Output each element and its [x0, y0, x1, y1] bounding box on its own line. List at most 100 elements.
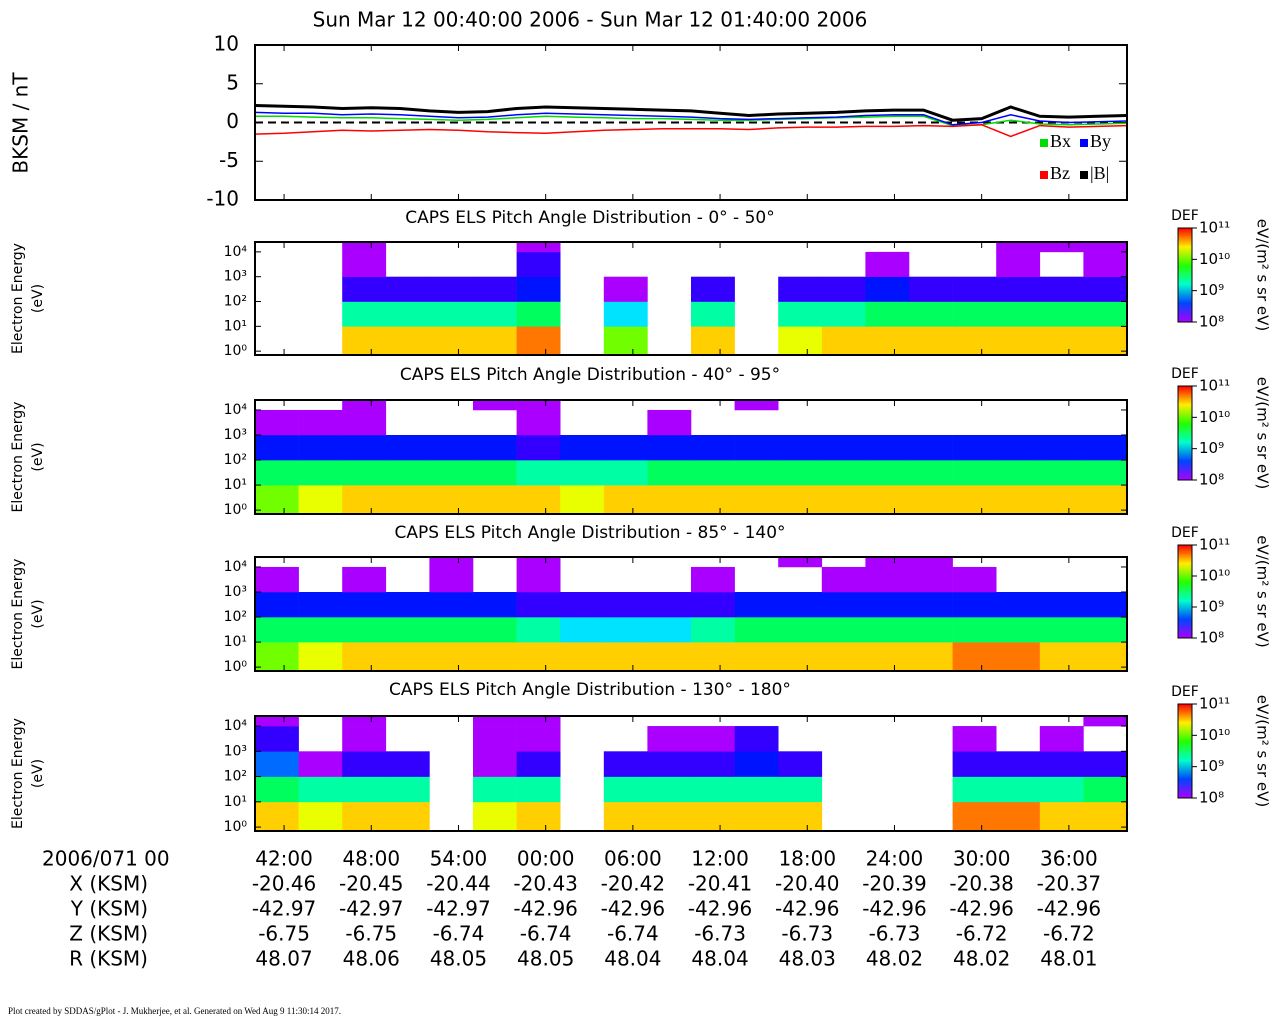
heat-cell [734, 592, 779, 618]
heat-cell [778, 642, 823, 672]
heat-cell [560, 435, 605, 461]
heat-cell [778, 301, 823, 327]
heat-cell [1039, 276, 1084, 302]
y-tick-label: 10 [214, 32, 239, 56]
heat-cell [909, 326, 953, 356]
heat-cell [865, 460, 910, 486]
heat-cell [342, 276, 387, 302]
legend-label: By [1090, 131, 1111, 151]
y-tick-label: 10⁴ [224, 244, 248, 260]
heat-cell [1083, 485, 1128, 515]
heat-cell [473, 485, 517, 515]
heat-cell [778, 435, 823, 461]
heat-cell [560, 642, 605, 672]
heat-cell [429, 460, 474, 486]
heat-cell [429, 435, 474, 461]
heat-cell [473, 716, 517, 727]
heat-cell [255, 485, 299, 515]
heat-cell [778, 617, 823, 643]
heat-cell [952, 751, 997, 777]
heat-cell [691, 276, 735, 302]
heat-cell [342, 251, 387, 277]
heat-cell [560, 485, 605, 515]
panel-title: CAPS ELS Pitch Angle Distribution - 0° -… [405, 208, 774, 228]
heat-cell [385, 751, 430, 777]
heat-cell [734, 485, 779, 515]
heat-cell [647, 617, 692, 643]
heat-cell [865, 592, 910, 618]
colorbar-tick-label: 10¹¹ [1199, 219, 1230, 237]
y-tick-label: 10¹ [224, 477, 247, 493]
heat-cell [342, 617, 387, 643]
colorbar-tick-label: 10⁹ [1199, 598, 1224, 616]
legend-label: |B| [1090, 163, 1109, 183]
heat-cell [255, 617, 299, 643]
ephemeris-value: -6.75 [345, 922, 397, 946]
heat-cell [1039, 326, 1084, 356]
heat-cell [821, 326, 866, 356]
y-tick-label: 10⁰ [224, 659, 248, 675]
heat-cell [473, 301, 517, 327]
heat-cell [603, 326, 648, 356]
heat-cell [342, 400, 387, 411]
heat-cell [1083, 460, 1128, 486]
heat-cell [865, 642, 910, 672]
heat-cell [385, 642, 430, 672]
y-tick-label: 10⁴ [224, 402, 248, 418]
panel-title: CAPS ELS Pitch Angle Distribution - 40° … [400, 365, 780, 385]
heat-cell [473, 435, 517, 461]
heat-cell [1083, 801, 1128, 832]
heat-cell [909, 485, 953, 515]
heat-cell [691, 617, 735, 643]
heat-cell [1083, 617, 1128, 643]
colorbar-label: eV/(m² s sr eV) [1254, 535, 1272, 647]
heat-cell [516, 400, 561, 411]
heat-cell [691, 566, 735, 593]
heat-cell [1083, 251, 1128, 277]
ephemeris-value: 48.05 [430, 947, 487, 971]
y-axis-label: (eV) [30, 284, 46, 313]
ephemeris-value: -20.40 [775, 872, 839, 896]
ephemeris-value: -42.96 [1037, 897, 1101, 921]
heat-cell [647, 642, 692, 672]
heat-cell [952, 485, 997, 515]
ephemeris-value: 48.01 [1040, 947, 1097, 971]
heat-cell [342, 460, 387, 486]
heat-cell [647, 751, 692, 777]
heat-cell [255, 592, 299, 618]
heat-cell [255, 435, 299, 461]
heat-cell [473, 801, 517, 832]
heat-cell [691, 642, 735, 672]
heat-cell [603, 801, 648, 832]
heat-cell [952, 435, 997, 461]
legend-label: Bz [1050, 163, 1070, 183]
heat-cell [952, 726, 997, 752]
y-tick-label: 10³ [224, 743, 247, 759]
ephemeris-value: -42.97 [426, 897, 490, 921]
heat-cell [516, 485, 561, 515]
legend-swatch [1040, 171, 1048, 179]
heat-cell [429, 485, 474, 515]
heat-cell [298, 642, 343, 672]
heat-cell [778, 801, 823, 832]
ephemeris-value: 48.04 [604, 947, 661, 971]
heat-cell [909, 642, 953, 672]
ephemeris-value: -20.45 [339, 872, 403, 896]
y-tick-label: 0 [226, 109, 239, 133]
x-tick-label: 30:00 [953, 847, 1011, 871]
heat-cell [647, 592, 692, 618]
heat-cell [778, 460, 823, 486]
heat-cell [996, 435, 1041, 461]
heat-cell [996, 485, 1041, 515]
ephemeris-value: -42.96 [601, 897, 665, 921]
heat-cell [473, 726, 517, 752]
plot-frame [254, 556, 1128, 672]
colorbar-tick-label: 10⁸ [1199, 789, 1224, 807]
heat-cell [734, 400, 779, 411]
heat-cell [342, 435, 387, 461]
heat-cell [909, 566, 953, 593]
heat-cell [516, 301, 561, 327]
ephemeris-value: -42.96 [949, 897, 1013, 921]
colorbar-title: DEF [1171, 684, 1199, 700]
heat-cell [342, 751, 387, 777]
